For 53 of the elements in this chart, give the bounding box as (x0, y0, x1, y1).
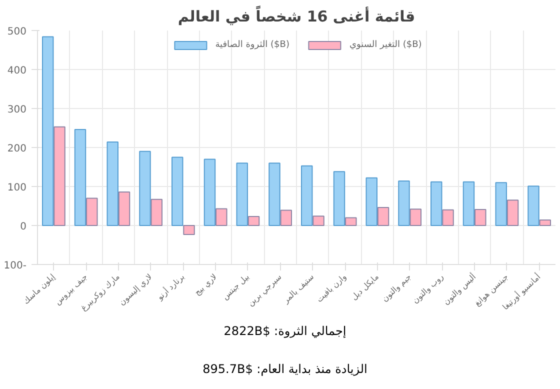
bar (42, 36, 54, 226)
bar (74, 129, 86, 226)
text: الزيادة منذ بداية العام: $895.7B (202, 361, 368, 378)
y-tick-label: 0 (20, 222, 27, 232)
bar (528, 186, 540, 226)
bar (280, 210, 292, 226)
bar (204, 158, 216, 226)
bar (216, 208, 228, 226)
bar (86, 198, 98, 226)
bar (268, 162, 280, 226)
bar (410, 208, 422, 226)
bar (333, 171, 346, 226)
bar (398, 180, 410, 226)
bar (539, 220, 551, 226)
bar (183, 225, 195, 235)
y-tick-label: 300 (7, 104, 27, 116)
x-tick-label: ستيف بالمر (280, 272, 316, 306)
bar (462, 181, 475, 226)
y-tick-label: 100 (7, 182, 27, 194)
bar (172, 156, 184, 226)
x-tick-label: بيل جيتس (220, 272, 251, 302)
bar (474, 209, 486, 226)
bar (495, 182, 507, 226)
y-tick-label: 100- (4, 260, 27, 272)
x-tick-label: برنارد أرنو (154, 272, 186, 302)
bar (139, 150, 151, 226)
bar (506, 200, 519, 226)
x-tick-label: إيلون ماسك (21, 272, 57, 306)
bar (236, 162, 248, 226)
x-tick-label: مايكل ديل (350, 272, 380, 302)
y-tick-label: 200 (7, 144, 27, 154)
chart-title: قائمة أغنى 16 شخصاً في العالم (178, 5, 416, 26)
x-tick-label: لاري بيج (192, 272, 219, 298)
x-tick-label: وارن بافيت (314, 272, 348, 304)
bar (377, 207, 390, 226)
bar (430, 181, 442, 226)
x-tick-label: روب والتون (410, 272, 446, 306)
bar (248, 216, 260, 226)
bar (366, 177, 378, 226)
y-tick-label: 500 (7, 26, 27, 38)
y-tick-label: 400 (7, 66, 27, 76)
bar (150, 198, 162, 226)
bar (442, 209, 454, 226)
bar (118, 191, 130, 226)
bar (345, 217, 357, 226)
x-tick-label: جيم والتون (380, 272, 413, 304)
legend-label: التغير السنوي ($B) (349, 40, 422, 50)
bar (301, 165, 313, 226)
text: إجمالي الثروة: $2822B (224, 323, 346, 340)
legend-label: الثروة الصافية ($B) (215, 40, 290, 50)
bar (54, 126, 66, 226)
bar (106, 142, 118, 226)
bar (312, 216, 324, 226)
